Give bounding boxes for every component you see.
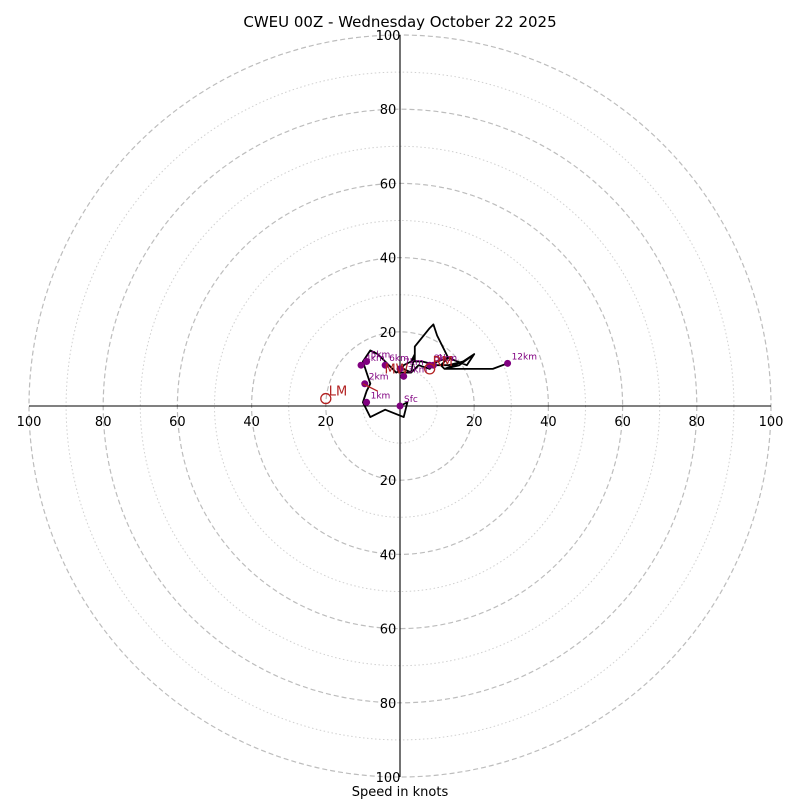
height-label-5km: 5km bbox=[371, 350, 391, 360]
tick-labels: 20 40 60 80 100 20 40 60 80 100 100 80 60 40 20 20 40 60 8… bbox=[17, 29, 784, 786]
tick-left-100: 100 bbox=[17, 415, 42, 430]
tick-bottom-100: 100 bbox=[376, 771, 401, 786]
tick-left-80: 80 bbox=[95, 415, 112, 430]
tick-right-80: 80 bbox=[689, 415, 706, 430]
height-label-9km: 9km bbox=[437, 354, 457, 364]
height-label-7km: 7km bbox=[404, 358, 424, 368]
tick-right-100: 100 bbox=[759, 415, 784, 430]
tick-top-100: 100 bbox=[376, 29, 401, 44]
height-label-Sfc: Sfc bbox=[404, 395, 418, 405]
storm-motion-mw-label: MW bbox=[384, 362, 408, 377]
tick-right-40: 40 bbox=[540, 415, 557, 430]
tick-top-20: 20 bbox=[380, 326, 397, 341]
storm-motion-lm-marker bbox=[320, 392, 332, 405]
tick-bottom-40: 40 bbox=[380, 548, 397, 563]
storm-motion-lm-label: LM bbox=[329, 385, 347, 400]
tick-left-60: 60 bbox=[169, 415, 186, 430]
storm-motion-rm-label: RM bbox=[433, 355, 453, 370]
tick-bottom-20: 20 bbox=[380, 474, 397, 489]
height-marker-3km bbox=[400, 372, 408, 380]
height-marker-4km bbox=[357, 361, 365, 369]
tick-bottom-80: 80 bbox=[380, 697, 397, 712]
height-marker-7km bbox=[396, 365, 404, 373]
storm-motion-rm-marker bbox=[424, 363, 436, 375]
tick-left-40: 40 bbox=[243, 415, 260, 430]
height-marker-1km bbox=[363, 398, 371, 406]
height-label-2km: 2km bbox=[369, 373, 389, 383]
height-marker-6km bbox=[381, 361, 389, 369]
height-label-8km: 8km bbox=[434, 354, 454, 364]
height-label-4km: 4km bbox=[365, 354, 385, 364]
height-marker-12km bbox=[504, 359, 512, 367]
height-label-3km: 3km bbox=[408, 365, 428, 375]
tick-right-60: 60 bbox=[614, 415, 631, 430]
tick-right-20: 20 bbox=[466, 415, 483, 430]
chart-title: CWEU 00Z - Wednesday October 22 2025 bbox=[243, 13, 556, 31]
height-label-1km: 1km bbox=[371, 391, 391, 401]
tick-top-40: 40 bbox=[380, 252, 397, 267]
height-label-12km: 12km bbox=[512, 352, 537, 362]
storm-motions: RM LM MW bbox=[320, 355, 453, 405]
height-marker-5km bbox=[363, 357, 371, 365]
x-axis-label: Speed in knots bbox=[352, 785, 449, 800]
height-label-6km: 6km bbox=[389, 354, 409, 364]
tick-left-20: 20 bbox=[318, 415, 335, 430]
tick-top-60: 60 bbox=[380, 177, 397, 192]
tick-top-80: 80 bbox=[380, 103, 397, 118]
height-marker-Sfc bbox=[396, 402, 404, 410]
tick-bottom-60: 60 bbox=[380, 623, 397, 638]
shear-vector bbox=[362, 383, 379, 392]
